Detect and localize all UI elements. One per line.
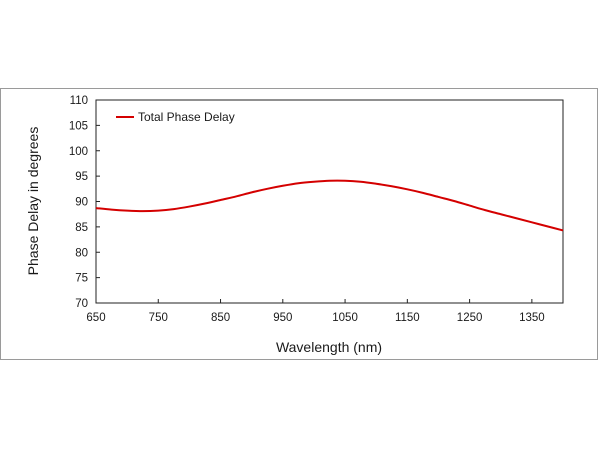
y-tick-label: 110 [70,95,88,107]
x-tick-label: 850 [211,312,230,324]
y-axis-title: Phase Delay in degrees [25,127,41,276]
x-tick-label: 1150 [395,312,420,324]
y-axis-ticks: 70 75 80 85 90 95 100 105 110 [69,95,100,310]
series-layer [95,179,564,232]
x-tick-label: 750 [149,312,168,324]
y-tick-label: 90 [75,197,88,209]
legend-label: Total Phase Delay [138,110,235,124]
plot-area [95,99,564,304]
x-tick-label: 950 [273,312,292,324]
y-tick-label: 80 [75,247,88,259]
x-axis-title: Wavelength (nm) [276,339,382,355]
y-tick-label: 85 [75,222,88,234]
legend: Total Phase Delay [116,110,235,124]
y-tick-label: 105 [69,120,88,132]
chart-frame [0,88,598,360]
x-axis-ticks: 650 750 850 950 1050 1150 1250 1350 [86,299,545,324]
x-tick-label: 1050 [332,312,358,324]
x-tick-label: 650 [86,312,105,324]
series-line-total-phase-delay [95,179,564,232]
x-tick-label: 1250 [457,312,483,324]
y-tick-label: 95 [75,171,88,183]
y-tick-label: 70 [75,298,88,310]
y-tick-label: 75 [75,273,88,285]
x-tick-label: 1350 [519,312,545,324]
y-tick-label: 100 [69,146,88,158]
